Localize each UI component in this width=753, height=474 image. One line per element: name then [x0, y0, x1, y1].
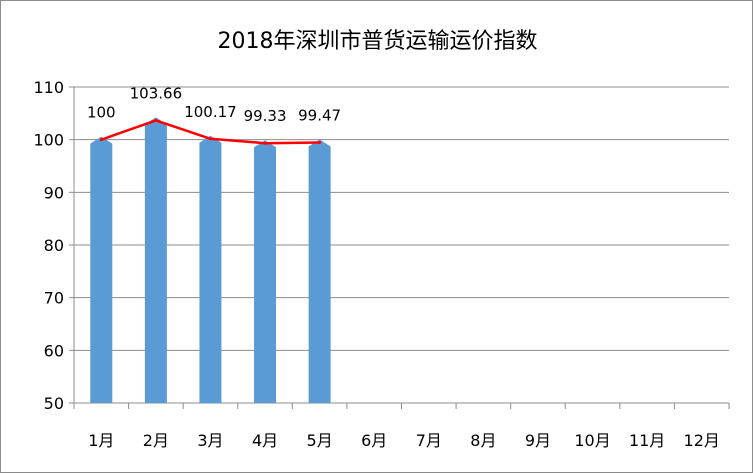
- bar: [90, 136, 113, 403]
- y-tick-label: 90: [44, 183, 64, 202]
- grid-lines: [74, 86, 729, 351]
- x-tick-label: 6月: [361, 431, 387, 450]
- y-tick-label: 100: [33, 131, 64, 150]
- y-tick-label: 80: [44, 236, 64, 255]
- bar-series: [90, 117, 331, 404]
- y-tick-label: 50: [44, 394, 64, 413]
- line-point: [208, 137, 212, 141]
- data-label: 99.33: [244, 107, 287, 125]
- x-tick-label: 5月: [307, 431, 333, 450]
- chart-title: 2018年深圳市普货运输运价指数: [217, 29, 538, 54]
- x-tick-label: 4月: [252, 431, 278, 450]
- bar: [254, 140, 277, 404]
- y-tick-label: 60: [44, 341, 64, 360]
- x-tick-label: 9月: [525, 431, 551, 450]
- y-tick-label: 70: [44, 289, 64, 308]
- bar: [144, 117, 167, 404]
- bar: [308, 139, 331, 403]
- line-series: [99, 118, 322, 145]
- data-label: 100.17: [184, 103, 237, 121]
- bar: [199, 135, 222, 403]
- x-tick-label: 11月: [629, 431, 665, 450]
- line-point: [263, 141, 267, 145]
- x-tick-label: 2月: [143, 431, 169, 450]
- x-tick-label: 3月: [197, 431, 223, 450]
- data-label: 100: [87, 104, 116, 122]
- x-tick-label: 7月: [416, 431, 442, 450]
- axes: 50 60 70 80 90 100 110 1月 2月 3月 4月 5月 6月 7月 8月 9月 10月 11月…: [33, 78, 730, 450]
- data-label: 103.66: [130, 84, 183, 102]
- data-label: 99.47: [298, 106, 341, 124]
- line-point: [154, 118, 158, 122]
- line-point: [99, 138, 103, 142]
- x-tick-label: 12月: [684, 431, 720, 450]
- line-point: [318, 140, 322, 144]
- x-tick-label: 10月: [574, 431, 610, 450]
- x-tick-label: 8月: [470, 431, 496, 450]
- x-tick-label: 1月: [88, 431, 114, 450]
- y-tick-label: 110: [33, 78, 64, 97]
